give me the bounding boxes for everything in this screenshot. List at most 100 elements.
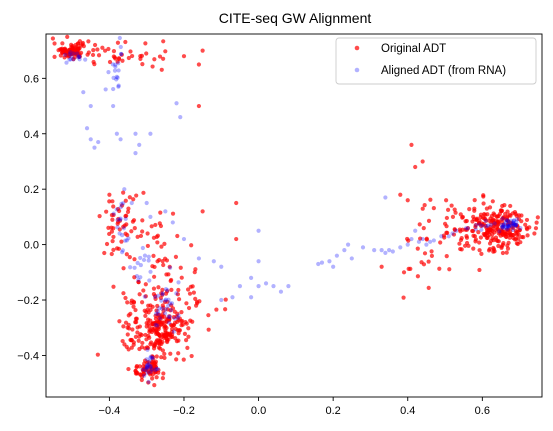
data-point [163,291,169,296]
data-point [117,319,122,324]
data-point [119,52,124,57]
data-point [147,278,152,283]
data-point [138,275,143,280]
data-point [146,380,151,385]
data-point [159,244,164,249]
data-point [131,197,136,202]
data-point [184,338,189,343]
data-point [481,201,486,206]
data-point [130,219,136,224]
data-point [431,238,436,243]
data-point [510,221,515,226]
data-point [501,222,506,227]
data-point [135,330,140,335]
data-point [85,52,90,57]
data-point [153,313,158,318]
data-point [420,159,425,164]
data-point [147,369,152,374]
data-point [473,227,478,232]
data-point [151,253,156,258]
data-point [486,248,492,253]
data-point [123,214,128,219]
data-point [133,316,139,321]
data-point [170,220,175,225]
data-point [426,285,431,290]
data-point [148,365,153,370]
data-point [467,207,472,212]
data-point [508,229,513,234]
data-point [146,379,151,384]
data-point [514,232,519,237]
data-point [144,364,149,370]
data-point [140,218,145,223]
data-point [86,39,91,44]
data-point [147,324,152,329]
data-point [510,220,516,225]
data-point [535,215,540,220]
data-point [189,243,194,248]
data-point [441,233,447,238]
data-point [168,308,173,313]
data-point [140,367,145,372]
data-point [176,297,182,302]
data-point [408,266,413,271]
data-point [166,316,171,321]
data-point [126,206,131,211]
data-point [502,216,507,221]
data-point [70,46,75,51]
data-point [150,355,155,360]
data-point [109,213,115,218]
data-point [316,261,321,267]
data-point [390,249,395,254]
data-point [125,209,131,215]
data-point [256,228,261,233]
data-point [155,240,160,245]
data-point [507,212,512,217]
data-point [146,258,151,263]
data-point [128,265,133,270]
data-point [471,214,476,219]
data-point [515,217,520,222]
data-point [129,200,134,206]
data-point [495,238,500,244]
data-point [121,190,126,195]
data-point [114,77,119,82]
data-point [126,236,131,241]
data-point [331,264,336,269]
x-tick-label: 0.4 [400,405,415,417]
data-point [171,315,176,320]
data-point [169,303,174,308]
legend-marker-aligned-adt [354,67,360,73]
data-point [477,222,482,227]
data-point [113,56,118,61]
data-point [327,259,332,264]
data-point [170,326,175,332]
data-point [171,329,176,334]
data-point [516,236,521,241]
data-point [237,284,243,289]
data-point [499,225,504,230]
data-point [379,264,384,269]
data-point [422,203,427,208]
data-point [523,222,528,227]
data-point [405,198,410,203]
data-point [504,230,509,235]
data-point [416,239,422,244]
data-point [138,262,143,268]
data-point [115,206,121,212]
data-point [464,218,469,224]
data-point [506,225,511,230]
data-point [125,300,130,305]
data-point [420,236,425,242]
data-point [271,284,276,289]
data-point [123,320,129,325]
data-point [426,218,432,223]
data-point [420,206,425,211]
data-point [186,305,192,311]
data-point [140,340,145,346]
data-point [166,320,172,325]
data-point [501,240,506,246]
data-point [145,231,150,236]
data-point [163,298,168,303]
data-point [123,198,128,203]
